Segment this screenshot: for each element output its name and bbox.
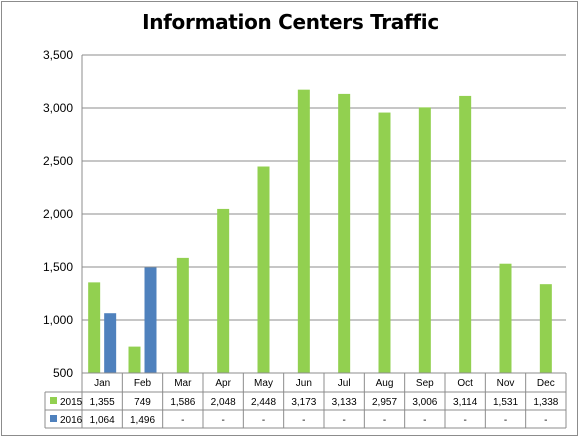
bar-2015-aug bbox=[378, 112, 391, 374]
x-tick-label: Aug bbox=[376, 378, 394, 389]
data-label-2016: - bbox=[544, 415, 547, 426]
x-tick-label: May bbox=[254, 378, 273, 389]
data-label-2016: - bbox=[302, 415, 305, 426]
data-label-2015: 1,531 bbox=[493, 397, 518, 408]
bar-2015-may bbox=[257, 166, 270, 373]
data-label-2016: 1,064 bbox=[90, 415, 115, 426]
data-label-2016: - bbox=[463, 415, 466, 426]
x-tick-label: Sep bbox=[416, 378, 434, 389]
legend-label-2015: 2015 bbox=[60, 397, 83, 408]
x-tick-label: Jun bbox=[296, 378, 312, 389]
data-label-2016: - bbox=[221, 415, 224, 426]
data-label-2015: 1,355 bbox=[90, 397, 115, 408]
data-label-2015: 1,586 bbox=[170, 397, 195, 408]
bar-2015-jul bbox=[338, 93, 351, 373]
data-label-2015: 2,448 bbox=[251, 397, 276, 408]
y-tick-label: 1,500 bbox=[43, 260, 73, 274]
bar-2015-apr bbox=[217, 208, 230, 373]
y-tick-label: 2,000 bbox=[43, 207, 73, 221]
y-tick-label: 2,500 bbox=[43, 154, 73, 168]
bar-2015-nov bbox=[499, 263, 512, 373]
y-tick-label: 500 bbox=[53, 366, 73, 380]
x-tick-label: Jul bbox=[338, 378, 351, 389]
data-label-2016: - bbox=[342, 415, 345, 426]
x-tick-label: Feb bbox=[134, 378, 152, 389]
y-tick-label: 3,000 bbox=[43, 101, 73, 115]
data-label-2015: 1,338 bbox=[533, 397, 558, 408]
data-label-2015: 3,006 bbox=[412, 397, 437, 408]
bar-2015-oct bbox=[459, 95, 472, 373]
x-tick-label: Jan bbox=[94, 378, 110, 389]
data-label-2015: 3,133 bbox=[332, 397, 357, 408]
legend-swatch-2015 bbox=[50, 397, 57, 404]
x-tick-label: Mar bbox=[174, 378, 192, 389]
data-label-2015: 2,048 bbox=[211, 397, 236, 408]
bar-2015-feb bbox=[128, 346, 141, 373]
data-label-2016: - bbox=[504, 415, 507, 426]
data-label-2015: 3,173 bbox=[291, 397, 316, 408]
bar-2015-jun bbox=[297, 89, 310, 374]
data-label-2015: 2,957 bbox=[372, 397, 397, 408]
data-label-2015: 3,114 bbox=[453, 397, 478, 408]
legend-label-2016: 2016 bbox=[60, 415, 83, 426]
chart-title: Information Centers Traffic bbox=[142, 10, 439, 34]
x-tick-label: Apr bbox=[215, 378, 231, 389]
x-tick-label: Oct bbox=[457, 378, 473, 389]
bar-2015-sep bbox=[418, 107, 431, 373]
y-tick-label: 1,000 bbox=[43, 313, 73, 327]
bar-2015-jan bbox=[88, 282, 101, 373]
x-tick-label: Nov bbox=[497, 378, 515, 389]
bar-2015-dec bbox=[539, 284, 552, 373]
data-label-2016: - bbox=[181, 415, 184, 426]
bar-2016-feb bbox=[144, 267, 157, 373]
data-label-2016: - bbox=[383, 415, 386, 426]
legend-swatch-2016 bbox=[50, 415, 57, 422]
data-label-2016: - bbox=[262, 415, 265, 426]
data-label-2015: 749 bbox=[134, 397, 151, 408]
y-tick-label: 3,500 bbox=[43, 48, 73, 62]
bar-2015-mar bbox=[176, 257, 189, 373]
data-label-2016: 1,496 bbox=[130, 415, 155, 426]
data-label-2016: - bbox=[423, 415, 426, 426]
x-tick-label: Dec bbox=[537, 378, 555, 389]
bar-2016-jan bbox=[104, 313, 117, 373]
